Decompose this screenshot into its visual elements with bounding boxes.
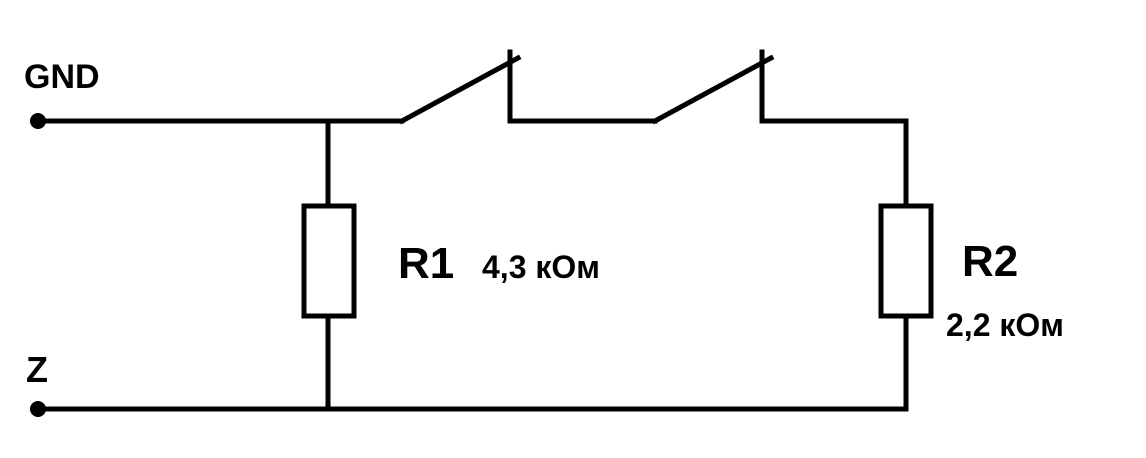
r2-designator: R2 <box>962 237 1018 286</box>
resistor-r2 <box>878 203 934 319</box>
z-label: Z <box>26 349 48 390</box>
switch-1-blade <box>398 54 522 125</box>
switch-1 <box>398 49 522 125</box>
switch-2-blade <box>651 54 775 125</box>
resistor-r1 <box>301 203 357 319</box>
gnd-label: GND <box>24 58 100 96</box>
r2-value: 2,2 кОм <box>946 307 1064 343</box>
switch-2 <box>651 49 775 125</box>
r1-designator: R1 <box>398 239 454 288</box>
r1-value: 4,3 кОм <box>482 249 600 285</box>
